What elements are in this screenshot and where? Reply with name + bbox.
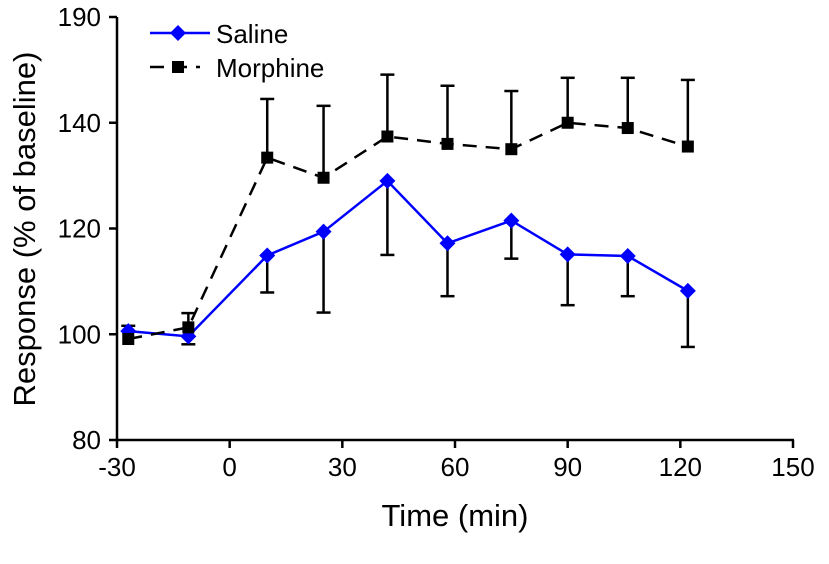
morphine-data-point bbox=[441, 137, 454, 150]
morphine-data-point bbox=[182, 321, 195, 334]
saline-data-point bbox=[379, 172, 396, 189]
saline-series-line bbox=[128, 179, 689, 338]
morphine-series-line bbox=[128, 121, 689, 341]
x-tick-label: -30 bbox=[98, 452, 136, 482]
x-tick-label: 150 bbox=[771, 452, 814, 482]
saline-data-point bbox=[315, 223, 332, 240]
x-tick-label: 120 bbox=[659, 452, 702, 482]
morphine-data-point bbox=[317, 171, 330, 184]
y-tick-label: 120 bbox=[58, 214, 101, 244]
morphine-data-point bbox=[681, 140, 694, 153]
morphine-data-point bbox=[261, 151, 274, 164]
saline-data-point bbox=[503, 212, 520, 229]
axes: 80 100 120 140 190 -30 0 30 60 90 120 150 bbox=[58, 2, 815, 482]
x-tick-label: 0 bbox=[222, 452, 236, 482]
saline-data-point bbox=[259, 247, 276, 264]
x-axis-label: Time (min) bbox=[382, 498, 529, 533]
x-tick-label: 30 bbox=[328, 452, 357, 482]
saline-data-point bbox=[439, 235, 456, 252]
morphine-legend-marker bbox=[172, 61, 184, 73]
legend: Saline Morphine bbox=[150, 19, 324, 83]
morphine-data-point bbox=[621, 122, 634, 135]
saline-legend-label: Saline bbox=[216, 19, 288, 49]
saline-data-point bbox=[619, 247, 636, 264]
morphine-data-point bbox=[561, 116, 574, 129]
y-axis-label: Response (% of baseline) bbox=[7, 52, 42, 407]
morphine-legend-label: Morphine bbox=[216, 53, 324, 83]
morphine-data-point bbox=[381, 130, 394, 143]
saline-data-point bbox=[559, 246, 576, 263]
saline-data-point bbox=[679, 282, 696, 299]
y-tick-label: 100 bbox=[58, 319, 101, 349]
saline-legend-marker bbox=[170, 25, 186, 41]
y-tick-label: 190 bbox=[58, 2, 101, 32]
x-tick-label: 90 bbox=[553, 452, 582, 482]
plot-area bbox=[120, 73, 696, 349]
morphine-data-point bbox=[505, 143, 518, 156]
y-tick-label: 80 bbox=[72, 425, 101, 455]
morphine-data-point bbox=[122, 333, 135, 346]
y-tick-label: 140 bbox=[58, 108, 101, 138]
x-tick-label: 60 bbox=[441, 452, 470, 482]
